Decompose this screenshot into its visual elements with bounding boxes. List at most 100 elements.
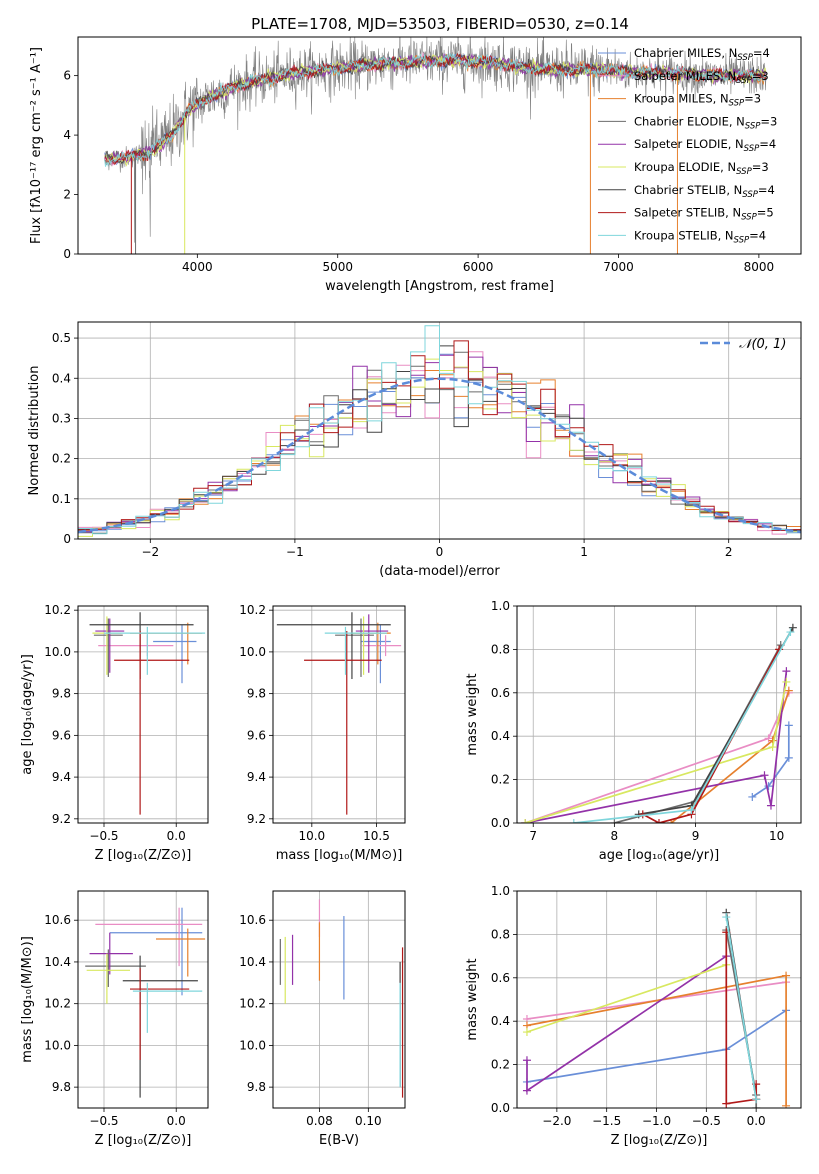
x-tick-label: 10.5 — [363, 829, 390, 843]
series-marker — [784, 686, 793, 695]
x-tick-label: −0.5 — [89, 829, 118, 843]
y-tick-label: 0.4 — [52, 371, 71, 385]
legend-label-text: Chabrier MILES, N — [634, 46, 737, 60]
mass-vs-EBV-panel: 0.08 0.10 9.8 10.0 10.2 10.4 10.6 E(B-V) — [239, 890, 406, 1148]
legend-label-text: Salpeter ELODIE, N — [634, 137, 744, 151]
plot-area — [521, 623, 797, 823]
y-tick-label: 10.0 — [44, 1038, 71, 1052]
y-tick-label: 9.6 — [52, 728, 71, 742]
y-tick-label: 10.2 — [44, 997, 71, 1011]
series-marker — [768, 743, 777, 752]
legend-label-tail: =4 — [759, 137, 776, 151]
x-tick-label: −2 — [141, 545, 159, 559]
y-tick-label: 0.6 — [491, 971, 510, 985]
plot-area — [104, 37, 767, 254]
x-tick-label: 0.0 — [167, 829, 186, 843]
axes-frame — [77, 890, 209, 1109]
legend-label-sub: SSP — [734, 235, 750, 245]
series-line-salpeter-elodie — [524, 671, 788, 823]
x-tick-label: 8000 — [744, 260, 775, 274]
series-marker — [748, 792, 757, 801]
series-marker — [764, 734, 773, 743]
histogram-salpeter-stelib — [78, 340, 801, 531]
y-axis-label: age [log₁₀(age/yr)] — [20, 654, 35, 775]
legend-label-tail: =5 — [757, 206, 774, 220]
y-tick-label: 0.0 — [491, 1101, 510, 1115]
model-line-salpeter-elodie — [104, 53, 767, 164]
plot-area — [85, 907, 206, 1098]
y-tick-label: 0.2 — [52, 452, 71, 466]
legend-label-text: Chabrier STELIB, N — [634, 183, 742, 197]
y-tick-label: 9.8 — [247, 687, 266, 701]
legend-label-text: Kroupa ELODIE, N — [634, 160, 736, 174]
axes-frame — [516, 890, 802, 1109]
x-axis-label: Z [log₁₀(Z/Z⊙)] — [95, 848, 192, 863]
series-line-salpeter-stelib — [725, 932, 758, 1105]
y-axis-label: Normed distribution — [27, 366, 42, 496]
series-line-chabrier-miles — [751, 725, 790, 798]
y-tick-label: 9.4 — [52, 770, 71, 784]
x-axis-label: age [log₁₀(age/yr)] — [599, 848, 720, 863]
legend-label: Salpeter ELODIE, NSSP=4 — [634, 137, 776, 154]
x-tick-label: 2 — [725, 545, 733, 559]
series-marker — [760, 771, 769, 780]
x-tick-label: 9 — [692, 829, 700, 843]
legend-label-tail: =3 — [744, 92, 761, 106]
axes-frame — [516, 605, 802, 824]
series-marker — [766, 801, 775, 810]
y-axis-label: Flux [fλ10⁻¹⁷ erg cm⁻² s⁻¹ A⁻¹] — [29, 47, 44, 244]
legend-label: Chabrier ELODIE, NSSP=3 — [634, 114, 777, 131]
series-marker — [782, 677, 791, 686]
series-marker — [655, 819, 663, 823]
y-tick-label: 0.1 — [52, 492, 71, 506]
x-axis-label: (data-model)/error — [379, 564, 500, 579]
series-marker — [610, 819, 619, 823]
series-marker — [522, 1086, 531, 1095]
x-tick-label: 0.08 — [306, 1114, 333, 1128]
x-axis-label: wavelength [Angstrom, rest frame] — [325, 279, 554, 294]
mass-vs-Z-panel: −0.5 0.0 9.8 10.0 10.2 10.4 10.6 Z [log₁₀(Z/Z⊙)… — [20, 890, 209, 1148]
legend-label-sub: SSP — [736, 167, 752, 177]
y-tick-label: 0.3 — [52, 411, 71, 425]
x-tick-label: 0 — [436, 545, 444, 559]
age-vs-mass-panel: 10.0 10.5 9.2 9.4 9.6 9.8 10.0 10.2 mass [log₁₀(… — [239, 603, 406, 863]
legend-label-text: Chabrier ELODIE, N — [634, 114, 745, 128]
series-line-salpeter-miles — [524, 692, 790, 823]
normal-reference-curve — [78, 377, 801, 534]
y-tick-label: 10.0 — [239, 645, 266, 659]
x-tick-label: 0.10 — [355, 1114, 382, 1128]
y-tick-label: 1.0 — [491, 884, 510, 898]
y-tick-label: 0.8 — [491, 927, 510, 941]
series-marker — [722, 913, 731, 922]
legend-label-text: Salpeter MILES, N — [634, 69, 736, 83]
x-axis-label: Z [log₁₀(Z/Z⊙)] — [95, 1133, 192, 1148]
y-tick-label: 9.2 — [52, 812, 71, 826]
series-marker — [788, 623, 797, 632]
y-tick-label: 0.2 — [491, 773, 510, 787]
plot-area — [522, 908, 791, 1108]
y-tick-label: 10.0 — [239, 1038, 266, 1052]
residuals-panel: −2 −1 0 1 2 0 0.1 0.2 0.3 0.4 0.5 (data-model)/erro… — [27, 321, 802, 579]
x-tick-label: 0.0 — [747, 1114, 766, 1128]
series-line-chabrier-elodie — [725, 929, 758, 1108]
series-marker — [784, 721, 793, 730]
series-line-kroupa-elodie — [524, 681, 788, 823]
spectrum-panel: 4000 5000 6000 7000 8000 0 2 4 6 wavelength [Angs… — [29, 36, 802, 294]
x-tick-label: −1.5 — [592, 1114, 621, 1128]
series-marker — [782, 667, 791, 676]
x-axis-label: Z [log₁₀(Z/Z⊙)] — [611, 1133, 708, 1148]
plot-area — [78, 325, 801, 537]
x-tick-label: 7000 — [603, 260, 634, 274]
y-tick-label: 10.0 — [44, 645, 71, 659]
x-tick-label: 10.0 — [298, 829, 325, 843]
model-line-salpeter-stelib — [104, 52, 767, 166]
x-axis-label: mass [log₁₀(M/M⊙)] — [276, 848, 403, 863]
legend-label-tail: =4 — [753, 46, 770, 60]
series-marker — [752, 1104, 761, 1108]
y-tick-label: 10.6 — [44, 913, 71, 927]
legend-label-tail: =4 — [749, 228, 766, 242]
axes-frame — [77, 321, 802, 540]
y-tick-label: 0.6 — [491, 686, 510, 700]
x-tick-label: 1 — [580, 545, 588, 559]
legend-label-sub: SSP — [737, 53, 753, 63]
